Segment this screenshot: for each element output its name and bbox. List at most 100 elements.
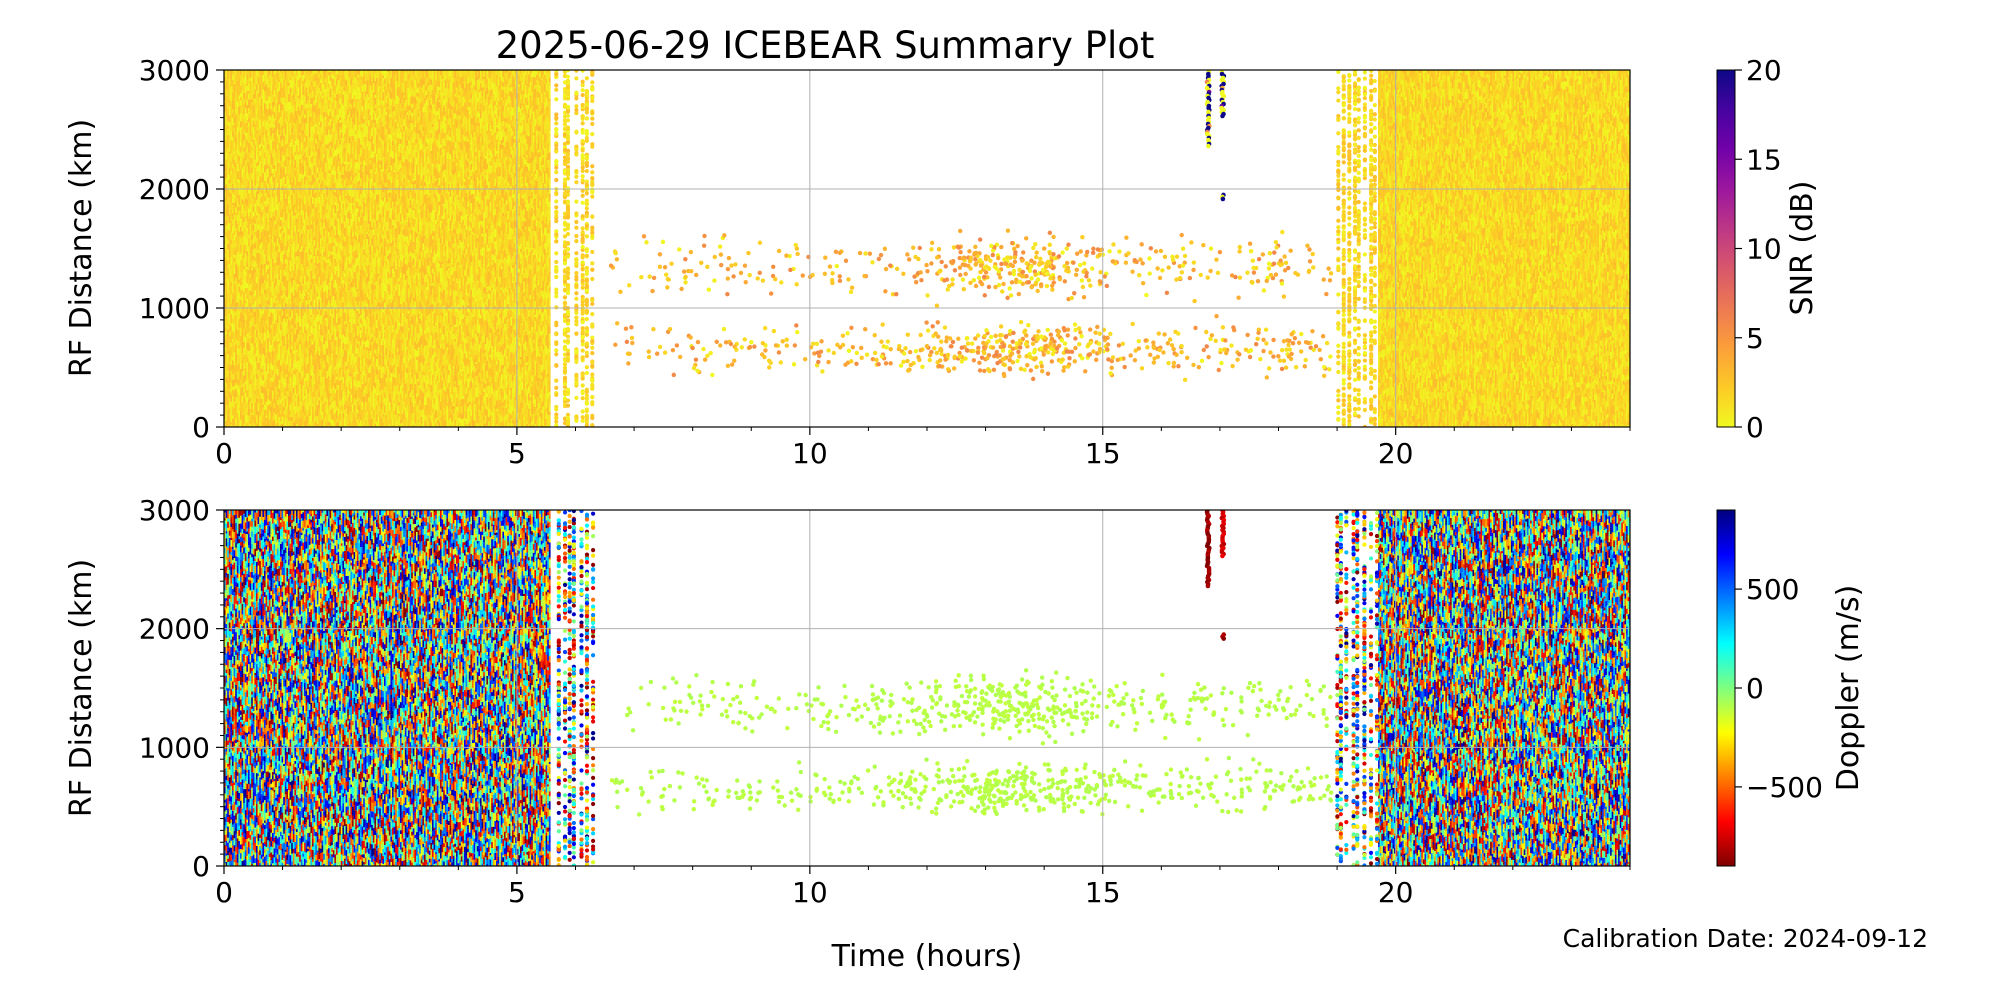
snr-data-point bbox=[1084, 270, 1089, 276]
doppler-data-point bbox=[1221, 686, 1226, 691]
snr-data-point bbox=[630, 340, 635, 346]
doppler-data-point bbox=[615, 804, 620, 810]
snr-data-point bbox=[1170, 258, 1176, 263]
doppler-data-point bbox=[1179, 795, 1185, 801]
doppler-data-point bbox=[991, 793, 997, 798]
doppler-data-point bbox=[903, 784, 908, 789]
snr-data-point bbox=[1180, 263, 1186, 268]
snr-data-point bbox=[976, 275, 982, 281]
doppler-data-point bbox=[1196, 737, 1202, 742]
doppler-data-point bbox=[928, 723, 933, 729]
snr-data-point bbox=[1107, 249, 1112, 254]
snr-data-point bbox=[819, 339, 824, 344]
snr-data-point bbox=[1029, 284, 1034, 290]
snr-data-point bbox=[1279, 366, 1285, 372]
doppler-data-point bbox=[628, 710, 633, 715]
snr-data-point bbox=[1025, 363, 1030, 368]
doppler-data-point bbox=[1140, 688, 1146, 694]
doppler-data-point bbox=[1160, 672, 1165, 678]
snr-data-point bbox=[1166, 360, 1171, 366]
doppler-data-point bbox=[1229, 690, 1234, 696]
doppler-data-point bbox=[748, 790, 753, 795]
snr-data-point bbox=[738, 270, 744, 276]
doppler-data-point bbox=[875, 706, 880, 711]
snr-data-point bbox=[1310, 328, 1315, 334]
doppler-data-point bbox=[987, 778, 993, 784]
snr-data-point bbox=[995, 360, 1000, 366]
doppler-data-point bbox=[709, 689, 714, 695]
doppler-data-point bbox=[1220, 691, 1225, 696]
snr-data-point bbox=[1130, 321, 1135, 327]
doppler-data-point bbox=[994, 811, 999, 817]
snr-data-point bbox=[1010, 240, 1015, 246]
snr-data-point bbox=[1109, 365, 1114, 371]
doppler-data-point bbox=[938, 697, 943, 702]
snr-data-point bbox=[1278, 262, 1283, 268]
doppler-data-point bbox=[981, 802, 986, 807]
snr-data-point bbox=[905, 252, 910, 257]
doppler-data-point bbox=[1116, 772, 1121, 777]
doppler-data-point bbox=[1238, 809, 1244, 814]
snr-data-point bbox=[876, 361, 881, 367]
snr-data-point bbox=[1147, 271, 1152, 276]
snr-data-point bbox=[996, 269, 1002, 274]
snr-data-point bbox=[1151, 345, 1157, 350]
snr-data-point bbox=[961, 287, 967, 292]
snr-data-point bbox=[677, 247, 682, 252]
snr-data-point bbox=[1283, 260, 1289, 266]
snr-data-point bbox=[677, 354, 683, 360]
doppler-data-point bbox=[936, 767, 942, 773]
snr-data-point bbox=[1081, 294, 1087, 300]
snr-data-point bbox=[657, 264, 663, 270]
doppler-data-point bbox=[1239, 695, 1244, 700]
doppler-data-point bbox=[952, 703, 957, 708]
snr-data-point bbox=[977, 237, 983, 242]
snr-data-point bbox=[1317, 347, 1322, 353]
doppler-data-point bbox=[1043, 689, 1048, 695]
doppler-data-point bbox=[849, 779, 854, 784]
snr-data-point bbox=[1218, 347, 1223, 353]
doppler-data-point bbox=[1318, 687, 1323, 693]
snr-data-point bbox=[1049, 346, 1054, 351]
doppler-data-point bbox=[828, 791, 834, 797]
doppler-data-point bbox=[1108, 722, 1114, 727]
doppler-data-point bbox=[842, 781, 847, 786]
snr-data-point bbox=[1039, 368, 1045, 374]
doppler-data-point bbox=[1324, 723, 1329, 729]
snr-x-tick-label: 10 bbox=[792, 437, 828, 470]
snr-data-point bbox=[1327, 278, 1333, 283]
doppler-data-point bbox=[1169, 712, 1174, 717]
doppler-data-point bbox=[672, 798, 677, 803]
doppler-data-point bbox=[1168, 791, 1174, 796]
snr-data-point bbox=[888, 347, 893, 352]
doppler-data-point bbox=[1301, 784, 1307, 789]
snr-data-point bbox=[683, 280, 688, 285]
snr-data-point bbox=[835, 342, 840, 348]
snr-data-point bbox=[767, 365, 772, 370]
doppler-data-point bbox=[839, 703, 844, 708]
doppler-data-point bbox=[691, 806, 696, 812]
snr-data-point bbox=[1022, 367, 1027, 373]
doppler-data-point bbox=[871, 802, 877, 807]
doppler-data-point bbox=[1126, 780, 1131, 785]
snr-data-point bbox=[1001, 343, 1007, 349]
snr-data-point bbox=[1302, 364, 1308, 369]
snr-data-point bbox=[1034, 250, 1039, 255]
snr-data-point bbox=[728, 341, 734, 347]
snr-data-point bbox=[1299, 331, 1304, 337]
doppler-data-point bbox=[1023, 668, 1029, 673]
doppler-data-point bbox=[1037, 695, 1043, 700]
snr-data-point bbox=[1185, 355, 1190, 361]
snr-data-point bbox=[1007, 328, 1013, 334]
doppler-data-point bbox=[1031, 717, 1036, 723]
doppler-data-point bbox=[789, 798, 795, 803]
snr-data-point bbox=[1084, 253, 1089, 258]
snr-data-point bbox=[714, 339, 719, 345]
doppler-data-point bbox=[809, 703, 814, 708]
snr-data-point bbox=[780, 339, 785, 344]
doppler-data-point bbox=[1028, 789, 1033, 795]
snr-data-point bbox=[1201, 243, 1206, 248]
snr-data-point bbox=[1051, 234, 1056, 240]
doppler-data-point bbox=[1267, 700, 1273, 705]
